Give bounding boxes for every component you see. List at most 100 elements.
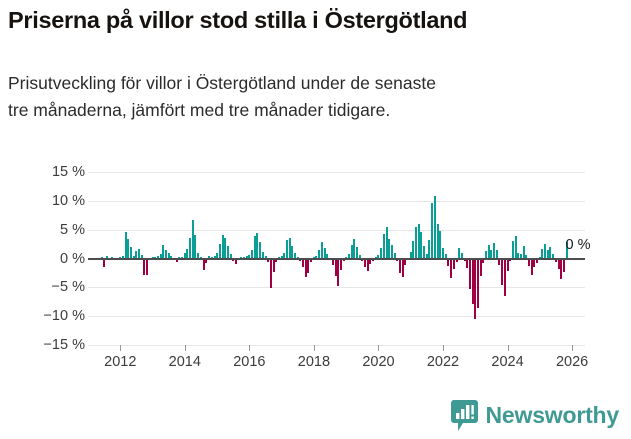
bar [536,258,539,263]
bar [213,255,216,259]
bar [315,256,318,259]
x-axis-tick [184,345,186,351]
bar [304,258,307,277]
bar [157,255,160,259]
x-axis-tick-label: 2022 [426,354,460,370]
bar [512,241,515,259]
bar [385,227,388,259]
bar [250,249,253,259]
bar [484,251,487,259]
bar [320,241,323,259]
bar [554,258,557,262]
x-axis-tick [572,345,574,351]
bar [347,254,350,259]
bar [137,248,140,259]
bar [291,245,294,259]
bar [342,258,345,262]
bar [318,249,321,259]
bar [299,258,302,262]
bar [280,255,283,259]
bar [369,258,372,265]
bar [463,258,466,262]
bar [146,258,149,275]
bar [544,243,547,259]
bar [501,258,504,286]
bar [245,256,248,259]
bar [471,258,474,305]
bar [264,256,267,259]
bar [186,249,189,259]
y-axis-tick-label: −10 % [43,308,85,325]
x-axis-tick-label: 2026 [555,354,589,370]
bar [447,258,450,266]
bar [132,256,135,259]
bar [382,234,385,259]
bar [530,258,533,275]
subtitle-line-2: tre månaderna, jämfört med tre månader t… [8,100,391,120]
bar [495,250,498,259]
bar [399,258,402,274]
bar [479,258,482,276]
bar [232,258,235,261]
gridline [88,287,585,289]
bar [302,258,305,267]
gridline [88,316,585,318]
bar [135,251,138,259]
bar [549,246,552,259]
bar [503,258,506,296]
bar [466,258,469,268]
bar [355,246,358,259]
bar [442,247,444,259]
bar [391,245,393,259]
subtitle-line-1: Prisutveckling för villor i Östergötland… [8,73,436,93]
bar [140,255,143,259]
bar [546,250,549,259]
bar [129,246,132,259]
bar [165,249,168,259]
gridline [88,229,585,231]
page-subtitle: Prisutveckling för villor i Östergötland… [8,70,628,124]
y-axis-tick-label: 10 % [51,192,85,209]
bar [487,244,490,259]
page-title: Priserna på villor stod stilla i Östergö… [8,7,468,33]
bar [253,236,256,259]
bar [143,258,146,276]
bar [520,254,523,259]
bar [450,258,453,278]
bar [552,253,555,259]
bar [377,255,380,259]
bar [366,258,369,272]
bar [428,240,431,259]
bar [105,256,108,259]
bar [331,258,334,266]
bar-series [0,155,631,345]
bar [103,258,106,267]
bar [436,224,439,259]
y-axis-tick-label: −15 % [43,337,85,353]
x-axis-tick [443,345,444,351]
bar [226,245,229,259]
x-axis-tick-label: 2020 [362,354,395,370]
bar [339,258,342,271]
bar [224,238,227,259]
bar [159,253,162,259]
bar [358,255,361,259]
bar [492,242,495,259]
bar [267,258,270,262]
bar [191,219,194,259]
zero-axis-line [88,257,585,260]
bar [288,237,291,259]
bar [401,258,404,277]
x-axis-tick-label: 2014 [168,354,201,370]
bar [124,231,127,259]
bar [323,248,326,259]
x-axis-tick [313,345,315,351]
bar [353,238,356,259]
bar [371,258,374,261]
x-axis-tick [249,345,251,351]
bar [256,233,259,259]
y-axis-tick-label: 0 % [60,250,85,267]
bar [417,223,420,259]
bar [183,253,186,259]
bar [514,236,517,259]
